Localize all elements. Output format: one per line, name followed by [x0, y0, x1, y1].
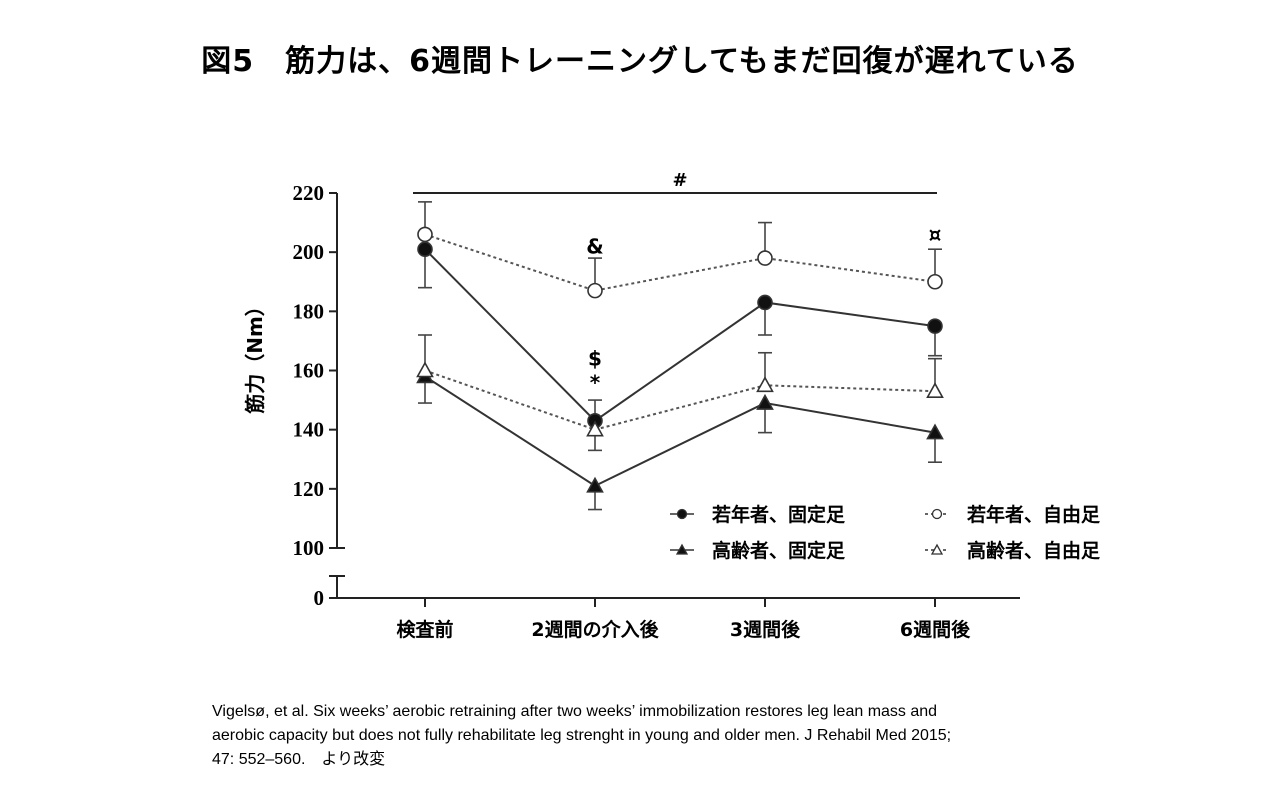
- citation-line-3: 47: 552–560. より改変: [212, 751, 386, 768]
- citation-line-2: aerobic capacity but does not fully reha…: [212, 727, 952, 744]
- annotation-hash: #: [672, 170, 687, 191]
- data-point-series-3: [586, 476, 604, 493]
- series-line-3: [424, 375, 936, 488]
- series-line-4: [424, 369, 936, 431]
- data-point-series-3: [926, 423, 944, 440]
- x-tick-label: 2週間の介入後: [531, 618, 659, 641]
- y-tick-label: 140: [293, 418, 325, 442]
- y-tick-label: 180: [293, 299, 325, 323]
- data-point-series-4: [926, 382, 944, 399]
- data-point-series-2: [927, 273, 943, 290]
- legend-marker-2: [931, 508, 943, 520]
- data-point-series-2: [587, 282, 603, 299]
- data-point-series-4: [586, 420, 604, 437]
- y-tick-label: 100: [293, 536, 325, 560]
- strength-line-chart: 0 100 120 140 160 180 200 220 検査前 2週間の介入後 3週間後 6週間後…: [243, 170, 1101, 641]
- citation-line-1: Vigelsø, et al. Six weeks’ aerobic retra…: [212, 703, 938, 720]
- y-axis-label: 筋力（Nm）: [243, 296, 267, 414]
- data-point-series-4: [416, 361, 434, 378]
- x-tick-label: 検査前: [396, 618, 453, 641]
- figure-title: 図5 筋力は、6週間トレーニングしてもまだ回復が遅れている: [201, 44, 1079, 79]
- legend-marker-4: [930, 543, 944, 555]
- legend-marker-3: [675, 543, 689, 555]
- data-point-series-4: [756, 376, 774, 393]
- annotation-ampersand: &: [586, 234, 603, 258]
- annotation-currency: ¤: [929, 222, 942, 246]
- series-line-2: [424, 233, 936, 292]
- annotation-dollar: $: [588, 347, 602, 371]
- data-point-series-1: [757, 294, 773, 311]
- legend-label-3: 高齢者、固定足: [712, 539, 846, 562]
- legend-label-1: 若年者、固定足: [712, 503, 846, 526]
- series-line-1: [424, 248, 936, 423]
- x-tick-label: 3週間後: [730, 618, 801, 641]
- y-tick-label: 220: [293, 181, 325, 205]
- legend-label-4: 高齢者、自由足: [967, 539, 1101, 562]
- data-point-series-2: [417, 226, 433, 243]
- data-point-series-1: [927, 318, 943, 334]
- y-tick-label: 160: [293, 359, 325, 383]
- data-point-series-1: [417, 241, 433, 258]
- data-point-series-2: [757, 250, 773, 266]
- y-tick-label: 120: [293, 477, 325, 501]
- y-tick-label: 0: [314, 586, 325, 610]
- data-point-series-3: [756, 393, 774, 410]
- y-tick-label: 200: [293, 240, 325, 264]
- annotation-asterisk: *: [590, 370, 601, 394]
- citation: Vigelsø, et al. Six weeks’ aerobic retra…: [212, 700, 1112, 772]
- legend-marker-1: [676, 508, 688, 520]
- legend-label-2: 若年者、自由足: [967, 503, 1101, 526]
- x-tick-label: 6週間後: [900, 618, 971, 641]
